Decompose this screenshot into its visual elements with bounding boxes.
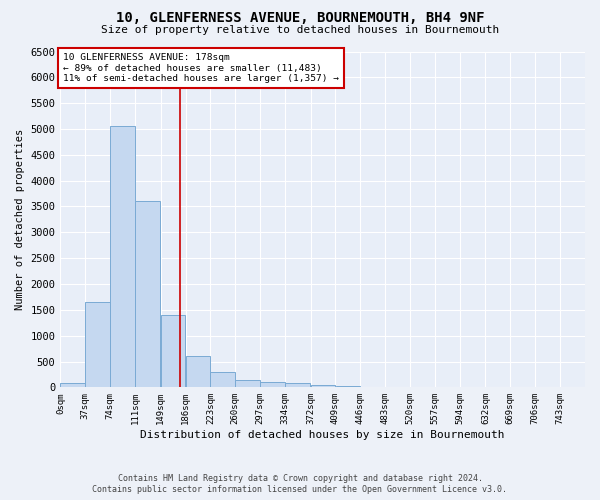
Bar bbox=[235, 380, 260, 388]
Text: 10, GLENFERNESS AVENUE, BOURNEMOUTH, BH4 9NF: 10, GLENFERNESS AVENUE, BOURNEMOUTH, BH4… bbox=[116, 12, 484, 26]
X-axis label: Distribution of detached houses by size in Bournemouth: Distribution of detached houses by size … bbox=[140, 430, 505, 440]
Bar bbox=[85, 302, 110, 388]
Y-axis label: Number of detached properties: Number of detached properties bbox=[15, 129, 25, 310]
Bar bbox=[185, 356, 211, 388]
Text: 10 GLENFERNESS AVENUE: 178sqm
← 89% of detached houses are smaller (11,483)
11% : 10 GLENFERNESS AVENUE: 178sqm ← 89% of d… bbox=[63, 53, 339, 83]
Text: Size of property relative to detached houses in Bournemouth: Size of property relative to detached ho… bbox=[101, 25, 499, 35]
Bar bbox=[285, 384, 310, 388]
Bar bbox=[335, 386, 361, 388]
Bar bbox=[211, 372, 235, 388]
Bar bbox=[311, 385, 335, 388]
Bar bbox=[61, 384, 85, 388]
Text: Contains HM Land Registry data © Crown copyright and database right 2024.
Contai: Contains HM Land Registry data © Crown c… bbox=[92, 474, 508, 494]
Bar bbox=[135, 202, 160, 388]
Bar bbox=[260, 382, 285, 388]
Bar bbox=[361, 387, 385, 388]
Bar bbox=[161, 315, 185, 388]
Bar bbox=[110, 126, 135, 388]
